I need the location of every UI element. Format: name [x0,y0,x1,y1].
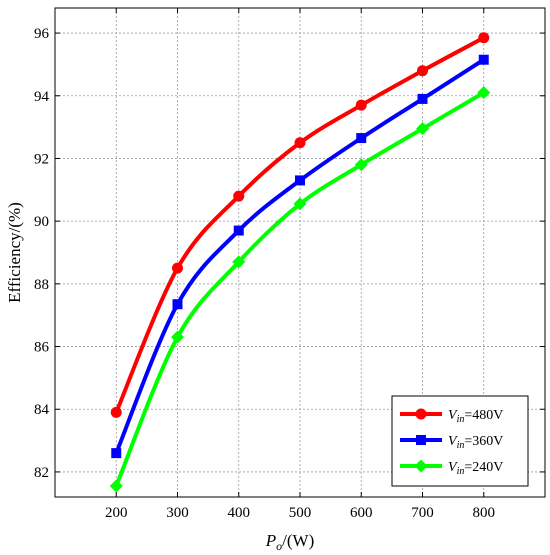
data-point-360V [356,133,367,144]
data-point-360V [295,175,305,186]
x-tick-label: 200 [105,505,128,521]
data-point-480V [294,137,306,149]
series-layer [109,32,491,493]
legend-label: Vin=360V [448,434,503,451]
x-tick-label: 700 [411,505,434,521]
legend-label: Vin=240V [448,460,503,477]
data-point-240V [109,479,123,493]
data-point-480V [233,190,245,202]
data-point-360V [478,54,489,65]
data-point-480V [417,65,428,77]
legend-swatch-marker [416,435,426,445]
data-point-480V [110,406,122,418]
y-tick-label: 92 [34,151,49,167]
x-axis-label-sub: o [276,539,282,553]
x-axis-label: Po/(W) [265,531,314,553]
legend-item-240V: Vin=240V [400,459,503,477]
data-point-360V [417,93,428,104]
x-tick-label: 800 [473,505,496,521]
data-point-240V [354,158,368,172]
data-point-240V [171,330,184,344]
y-tick-label: 90 [34,214,49,230]
x-axis-label-main: P [265,531,276,550]
x-tick-label: 400 [228,505,251,521]
data-point-240V [232,255,246,269]
data-point-360V [111,448,122,459]
y-tick-label: 86 [34,340,50,356]
data-point-360V [172,299,183,310]
x-tick-label: 300 [166,505,189,521]
legend-item-360V: Vin=360V [400,434,503,451]
data-point-240V [416,122,429,136]
data-point-480V [478,32,490,44]
data-point-480V [172,262,183,274]
data-point-240V [293,197,307,211]
x-tick-label: 600 [350,505,373,521]
y-tick-label: 88 [34,277,49,293]
data-point-240V [477,86,491,100]
series-240V [109,86,491,493]
series-480V [110,32,490,418]
data-point-480V [355,99,367,111]
y-tick-label: 96 [34,26,50,42]
y-tick-label: 94 [34,89,50,105]
x-axis-label-rest: /(W) [282,531,314,550]
x-tick-label: 500 [289,505,312,521]
legend-item-480V: Vin=480V [400,408,503,425]
y-axis-label: Efficiency/(%) [5,202,24,303]
y-tick-label: 82 [34,465,49,481]
y-tick-label: 84 [34,402,50,418]
legend-label: Vin=480V [448,408,503,425]
ticks-layer: 200 300 400 500 600 700 800 82 84 86 88 90 92 94 96 [34,8,545,521]
legend: Vin=480V Vin=360V Vin=240V [391,395,529,487]
legend-swatch-marker [414,459,428,473]
series-360V [111,54,489,459]
legend-swatch-marker [415,408,427,420]
data-point-360V [233,225,244,236]
